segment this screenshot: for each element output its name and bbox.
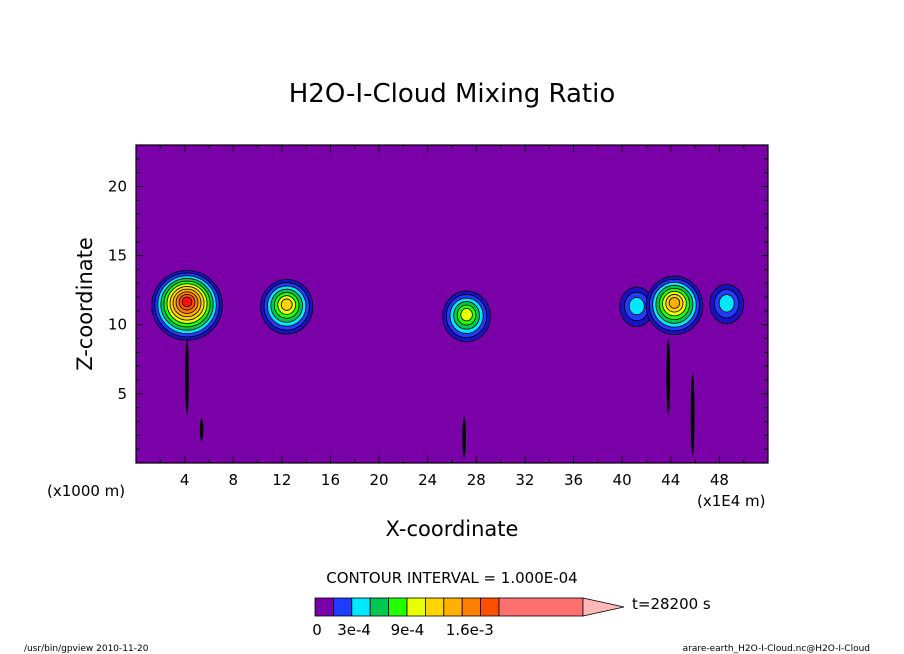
cloud-streak bbox=[462, 417, 466, 458]
x-tick-label: 20 bbox=[370, 471, 389, 489]
colorbar-labels: 0 3e-4 9e-4 1.6e-3 bbox=[312, 621, 494, 639]
x-tick-label: 32 bbox=[515, 471, 534, 489]
colorbar-label: 0 bbox=[312, 621, 322, 639]
x-tick-label: 16 bbox=[321, 471, 340, 489]
y-tick-label: 10 bbox=[108, 316, 127, 334]
x-tick-label: 24 bbox=[418, 471, 437, 489]
cloud-contour-level bbox=[718, 294, 735, 313]
cloud-contours bbox=[151, 270, 744, 343]
colorbar-segment bbox=[406, 597, 426, 617]
colorbar-segment bbox=[351, 597, 371, 617]
colorbar-segment bbox=[424, 597, 445, 617]
x-tick-label: 12 bbox=[272, 471, 291, 489]
x-tick-label: 8 bbox=[228, 471, 238, 489]
footer-right: arare-earth_H2O-I-Cloud.nc@H2O-I-Cloud bbox=[683, 644, 870, 654]
colorbar-label: 1.6e-3 bbox=[446, 621, 494, 639]
colorbar-segment bbox=[461, 597, 482, 617]
colorbar-arrow bbox=[582, 597, 625, 617]
x-axis-ticks: 4 8 12 16 20 24 28 32 36 40 44 48 bbox=[159, 145, 745, 489]
y-tick-label: 15 bbox=[108, 247, 127, 265]
colorbar-segment bbox=[498, 597, 584, 617]
x-tick-label: 4 bbox=[180, 471, 190, 489]
x-tick-label: 28 bbox=[467, 471, 486, 489]
y-tick-label: 5 bbox=[117, 385, 127, 403]
chart-title: H2O-I-Cloud Mixing Ratio bbox=[289, 79, 616, 109]
footer-left: /usr/bin/gpview 2010-11-20 bbox=[24, 644, 149, 654]
colorbar-segment bbox=[388, 597, 408, 617]
cloud-contour-level bbox=[181, 296, 193, 308]
x-axis-label: X-coordinate bbox=[386, 517, 519, 541]
cloud-contour-level bbox=[460, 308, 473, 322]
x-unit-right: (x1E4 m) bbox=[697, 492, 766, 510]
cloud-streaks bbox=[185, 338, 695, 458]
x-tick-label: 48 bbox=[710, 471, 729, 489]
cloud-contour-level bbox=[668, 297, 681, 309]
cloud-streak bbox=[185, 338, 189, 415]
cloud-streak bbox=[199, 418, 204, 441]
y-axis-label: Z-coordinate bbox=[73, 237, 97, 371]
y-axis-ticks: 5 10 15 20 bbox=[108, 158, 768, 450]
cloud-contour-level bbox=[280, 298, 293, 311]
cloud-streak bbox=[690, 373, 695, 457]
colorbar-segment bbox=[332, 597, 353, 617]
time-label: t=28200 s bbox=[632, 595, 711, 613]
x-tick-label: 44 bbox=[661, 471, 680, 489]
y-tick-label: 20 bbox=[108, 177, 127, 195]
colorbar-segment bbox=[369, 597, 390, 617]
contour-interval: CONTOUR INTERVAL = 1.000E-04 bbox=[326, 569, 577, 587]
cloud-streak bbox=[666, 338, 671, 415]
x-tick-label: 40 bbox=[613, 471, 632, 489]
x-unit-left: (x1000 m) bbox=[47, 482, 125, 500]
colorbar-label: 9e-4 bbox=[391, 621, 425, 639]
colorbar-segment bbox=[443, 597, 463, 617]
x-tick-label: 36 bbox=[564, 471, 583, 489]
cloud-contour-level bbox=[628, 296, 645, 316]
colorbar bbox=[314, 597, 625, 617]
colorbar-label: 3e-4 bbox=[337, 621, 371, 639]
colorbar-segment bbox=[314, 597, 334, 617]
colorbar-segment bbox=[480, 597, 500, 617]
